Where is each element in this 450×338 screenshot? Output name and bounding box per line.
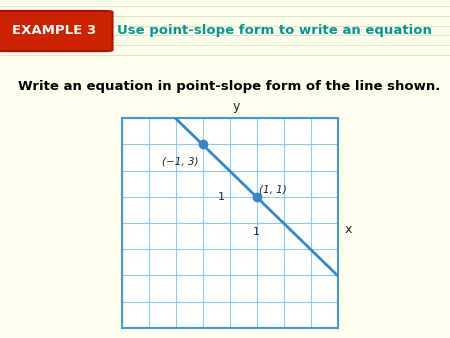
FancyBboxPatch shape — [0, 11, 112, 51]
Text: Write an equation in point-slope form of the line shown.: Write an equation in point-slope form of… — [18, 80, 441, 93]
Text: 1: 1 — [253, 227, 260, 237]
Text: Use point-slope form to write an equation: Use point-slope form to write an equatio… — [117, 24, 432, 37]
Text: y: y — [233, 100, 240, 113]
Text: EXAMPLE 3: EXAMPLE 3 — [12, 24, 96, 37]
Text: (1, 1): (1, 1) — [259, 184, 287, 194]
Text: 1: 1 — [218, 192, 225, 202]
Text: (−1, 3): (−1, 3) — [162, 156, 198, 166]
Text: x: x — [345, 223, 352, 236]
